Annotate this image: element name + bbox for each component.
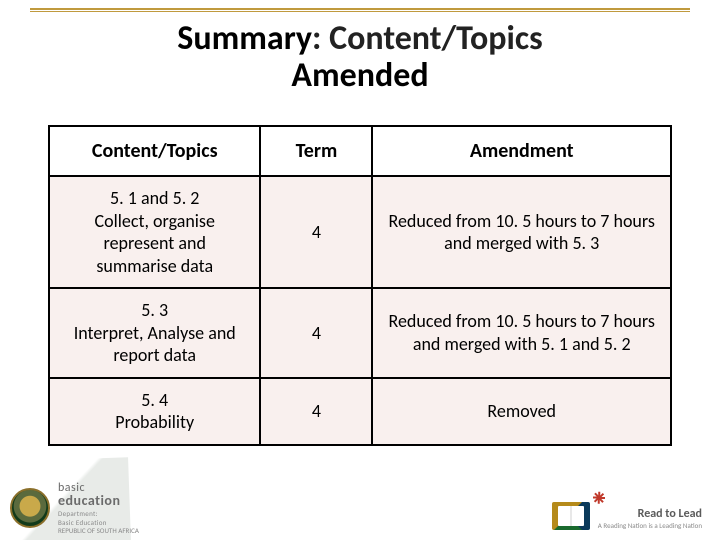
cell-amendment: Reduced from 10. 5 hours to 7 hours and … bbox=[372, 288, 671, 378]
dbe-education: education bbox=[58, 494, 139, 508]
footer: basic education Department: Basic Educat… bbox=[0, 482, 720, 540]
slide-title: Summary: Content/Topics Amended bbox=[0, 20, 720, 95]
dbe-dept: Department: bbox=[58, 510, 139, 517]
cell-content: 5. 4Probability bbox=[49, 378, 260, 445]
cell-amendment: Removed bbox=[372, 378, 671, 445]
cell-content: 5. 1 and 5. 2Collect, organise represent… bbox=[49, 176, 260, 288]
col-header-amendment: Amendment bbox=[372, 126, 671, 176]
cell-term: 4 bbox=[260, 288, 372, 378]
table-row: 5. 1 and 5. 2Collect, organise represent… bbox=[49, 176, 671, 288]
title-rest-line1: : Content/Topics bbox=[312, 18, 543, 59]
coat-of-arms-icon bbox=[10, 488, 50, 528]
read-to-lead-text: Read to Lead A Reading Nation is a Leadi… bbox=[598, 507, 702, 530]
title-word-summary: Summary bbox=[177, 18, 312, 59]
col-header-content: Content/Topics bbox=[49, 126, 260, 176]
footer-right-logo: Read to Lead A Reading Nation is a Leadi… bbox=[552, 502, 702, 530]
table-row: 5. 3Interpret, Analyse and report data 4… bbox=[49, 288, 671, 378]
cell-term: 4 bbox=[260, 378, 372, 445]
dbe-rsa: REPUBLIC OF SOUTH AFRICA bbox=[58, 527, 139, 534]
table-row: 5. 4Probability 4 Removed bbox=[49, 378, 671, 445]
footer-left-logo: basic education Department: Basic Educat… bbox=[10, 482, 139, 534]
rtl-sub: A Reading Nation is a Leading Nation bbox=[598, 521, 702, 530]
book-icon bbox=[552, 502, 590, 530]
rtl-main: Read to Lead bbox=[638, 507, 702, 521]
table-header-row: Content/Topics Term Amendment bbox=[49, 126, 671, 176]
amendments-table: Content/Topics Term Amendment 5. 1 and 5… bbox=[48, 125, 672, 446]
col-header-term: Term bbox=[260, 126, 372, 176]
cell-term: 4 bbox=[260, 176, 372, 288]
amendments-table-wrap: Content/Topics Term Amendment 5. 1 and 5… bbox=[48, 125, 672, 446]
dbe-dept2: Basic Education bbox=[58, 519, 139, 526]
cell-content: 5. 3Interpret, Analyse and report data bbox=[49, 288, 260, 378]
top-rule bbox=[30, 8, 690, 12]
title-line2: Amended bbox=[0, 57, 720, 94]
cell-amendment: Reduced from 10. 5 hours to 7 hours and … bbox=[372, 176, 671, 288]
dbe-text-block: basic education Department: Basic Educat… bbox=[58, 482, 139, 534]
